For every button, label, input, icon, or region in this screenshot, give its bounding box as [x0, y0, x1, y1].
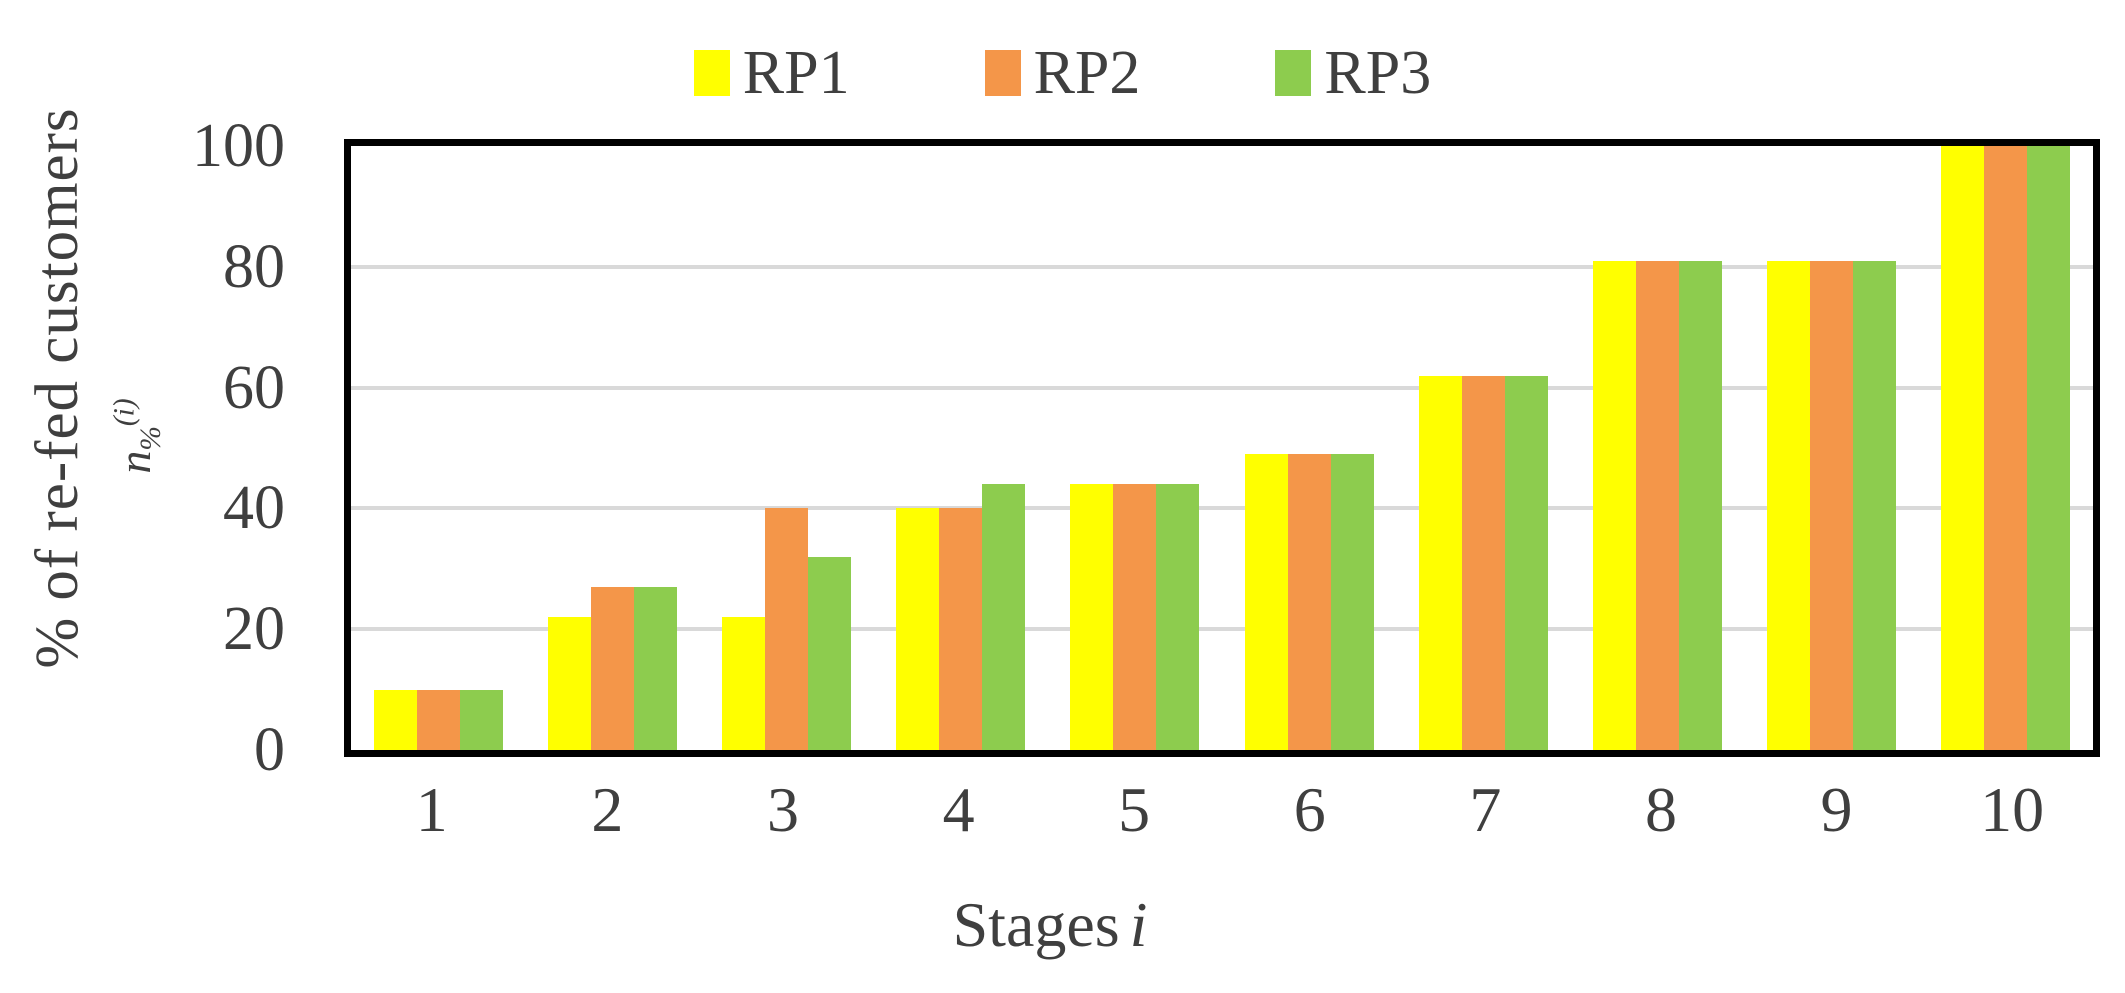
- gridline-80: [351, 264, 2093, 269]
- bar-rp2-stage-1: [416, 689, 460, 750]
- bar-group-stage-7: [1396, 146, 1570, 750]
- bar-rp2-stage-9: [1810, 260, 1854, 750]
- x-axis-tick-labels: 1 2 3 4 5 6 7 8 9 10: [344, 778, 2100, 842]
- bar-rp1-stage-1: [373, 689, 417, 750]
- bar-rp3-stage-2: [633, 586, 677, 750]
- y-axis-tick-labels: 0 20 40 60 80 100: [80, 112, 285, 784]
- bar-rp2-stage-8: [1636, 260, 1680, 750]
- bar-group-stage-8: [1570, 146, 1744, 750]
- bar-rp1-stage-8: [1593, 260, 1637, 750]
- bar-groups: [351, 146, 2093, 750]
- bar-rp1-stage-4: [896, 508, 940, 750]
- bar-rp3-stage-1: [459, 689, 503, 750]
- bar-rp2-stage-2: [590, 586, 634, 750]
- x-tick-label-2: 2: [591, 774, 624, 845]
- bar-group-stage-10: [1919, 146, 2093, 750]
- legend: RP1 RP2 RP3: [0, 42, 2125, 104]
- x-tick-label-10: 10: [1980, 774, 2045, 845]
- legend-item-rp2: RP2: [984, 39, 1141, 107]
- bar-rp1-stage-2: [547, 617, 591, 750]
- bar-rp1-stage-9: [1767, 260, 1811, 750]
- y-tick-label-80: 80: [223, 232, 285, 301]
- legend-label-rp2: RP2: [1033, 39, 1141, 107]
- x-tick-label-1: 1: [415, 774, 448, 845]
- x-tick-label-3: 3: [766, 774, 799, 845]
- legend-swatch-rp2: [984, 50, 1021, 96]
- x-axis-title-text: Stages: [952, 889, 1120, 960]
- x-tick-label-9: 9: [1820, 774, 1853, 845]
- bar-group-stage-4: [874, 146, 1048, 750]
- bar-rp2-stage-4: [939, 508, 983, 750]
- x-axis-title-var: i: [1129, 889, 1148, 960]
- bar-rp1-stage-10: [1941, 146, 1985, 750]
- bar-rp3-stage-3: [808, 556, 851, 750]
- gridline-20: [351, 627, 2093, 632]
- bar-group-stage-1: [351, 146, 525, 750]
- bar-rp3-stage-4: [982, 484, 1026, 750]
- bar-rp2-stage-10: [1984, 146, 2028, 750]
- x-tick-label-5: 5: [1118, 774, 1151, 845]
- bar-group-stage-6: [1222, 146, 1396, 750]
- x-tick-label-4: 4: [942, 774, 975, 845]
- bar-rp3-stage-6: [1330, 454, 1374, 750]
- legend-item-rp3: RP3: [1275, 42, 1431, 104]
- y-tick-label-0: 0: [254, 716, 285, 784]
- bar-rp1-stage-5: [1070, 484, 1114, 750]
- legend-swatch-rp3: [1275, 50, 1312, 96]
- bar-group-stage-5: [1048, 146, 1222, 750]
- x-axis-title: Stages i: [0, 893, 2100, 957]
- bar-rp1-stage-6: [1244, 454, 1288, 750]
- bar-rp3-stage-9: [1853, 260, 1897, 750]
- bar-rp1-stage-7: [1418, 375, 1462, 750]
- bar-rp3-stage-10: [2027, 146, 2071, 750]
- bar-rp3-stage-8: [1679, 260, 1723, 750]
- bar-rp3-stage-5: [1156, 484, 1200, 750]
- legend-item-rp1: RP1: [693, 39, 850, 107]
- gridline-60: [351, 385, 2093, 390]
- y-tick-label-20: 20: [223, 595, 285, 664]
- legend-swatch-rp1: [693, 50, 730, 96]
- bar-rp2-stage-6: [1287, 454, 1331, 750]
- y-tick-label-40: 40: [223, 474, 285, 543]
- bar-group-stage-3: [699, 146, 873, 750]
- y-tick-label-100: 100: [192, 112, 285, 180]
- gridline-40: [351, 506, 2093, 511]
- bar-rp1-stage-3: [722, 617, 765, 750]
- bar-rp2-stage-3: [765, 508, 808, 750]
- legend-label-rp1: RP1: [742, 39, 850, 107]
- plot-area: [344, 139, 2100, 757]
- x-tick-label-8: 8: [1644, 774, 1677, 845]
- bar-group-stage-9: [1745, 146, 1919, 750]
- bar-rp3-stage-7: [1504, 375, 1548, 750]
- legend-label-rp3: RP3: [1324, 39, 1432, 107]
- x-tick-label-6: 6: [1293, 774, 1326, 845]
- x-tick-label-7: 7: [1469, 774, 1502, 845]
- y-tick-label-60: 60: [223, 353, 285, 422]
- bar-group-stage-2: [525, 146, 699, 750]
- bar-rp2-stage-5: [1113, 484, 1157, 750]
- bar-rp2-stage-7: [1461, 375, 1505, 750]
